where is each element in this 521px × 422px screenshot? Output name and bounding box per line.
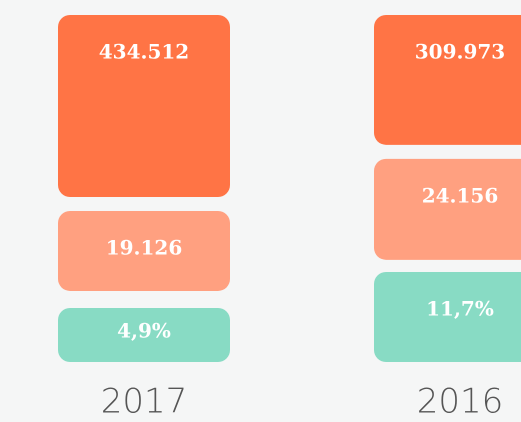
bar	[374, 272, 521, 362]
value-label: 4,9%	[117, 319, 171, 343]
value-label: 434.512	[99, 40, 189, 64]
value-label: 24.156	[422, 183, 499, 207]
bar	[374, 158, 521, 260]
value-label: 19.126	[106, 236, 183, 260]
bar	[374, 15, 521, 145]
value-label: 11,7%	[426, 297, 494, 321]
bar	[58, 308, 230, 362]
x-tick-label: 2016	[417, 382, 504, 422]
x-tick-label: 2017	[101, 382, 188, 422]
bar	[58, 211, 230, 291]
value-label: 309.973	[415, 40, 505, 64]
bar	[58, 15, 230, 197]
